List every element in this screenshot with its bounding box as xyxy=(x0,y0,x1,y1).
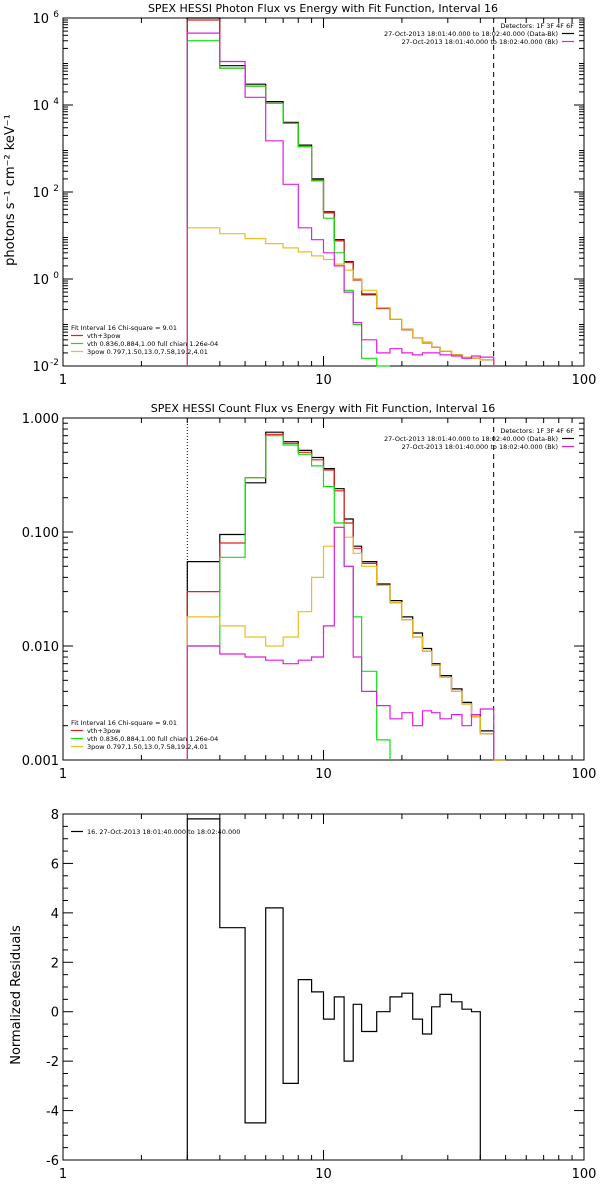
residuals-ylabel: Normalized Residuals xyxy=(9,925,24,1065)
y-tick-label: 2 xyxy=(51,956,59,971)
x-tick-label: 100 xyxy=(572,373,597,388)
legend-left-entry: vth 0.836,0.884,1.00 full chian 1.26e-04 xyxy=(87,340,218,348)
photon-flux-title: SPEX HESSI Photon Flux vs Energy with Fi… xyxy=(148,2,498,15)
count-flux-plot: 1 10 100 0.001 0.010 0.100 1.000 Detectors: 1F … xyxy=(22,412,597,782)
residuals-plot: 1 10 100 -6 -4 -2 0 2 4 6 8 16. 27-Oct-2013 18:01:4… xyxy=(46,808,596,1182)
count-flux-panel: SPEX HESSI Count Flux vs Energy with Fit… xyxy=(22,402,597,782)
x-tick-label: 10 xyxy=(315,767,332,782)
x-tick-label: 10 xyxy=(315,1167,332,1182)
y-tick-label: 4 xyxy=(51,907,59,922)
legend-left-header: Fit Interval 16 Chi-square = 9.01 xyxy=(71,719,177,727)
y-tick-label: 10 xyxy=(32,99,49,114)
legend-left-entry: vth+3pow xyxy=(87,727,121,735)
legend-right-entry: 27-Oct-2013 18:01:40.000 to 18:02:40.000… xyxy=(402,38,558,46)
legend-left-entry: 3pow 0.797,1.50,13.0,7.58,19.2,4.01 xyxy=(87,743,208,751)
x-tick-label: 100 xyxy=(572,767,597,782)
series-3-histogram xyxy=(186,227,495,366)
y-tick-label: 1.000 xyxy=(22,412,59,427)
series-3-histogram xyxy=(186,526,506,761)
residuals-panel: Normalized Residuals 1 10 100 -6 -4 -2 0 2 4 6 8 16… xyxy=(9,808,596,1182)
photon-flux-ylabel: photons s⁻¹ cm⁻² keV⁻¹ xyxy=(3,114,18,266)
x-tick-label: 1 xyxy=(59,1167,67,1182)
x-tick-label: 1 xyxy=(59,373,67,388)
series-0-histogram xyxy=(186,431,506,761)
y-tick-exponent: 2 xyxy=(53,184,59,194)
x-tick-label: 100 xyxy=(572,1167,597,1182)
y-tick-label: 0.100 xyxy=(22,526,59,541)
y-tick-label: 8 xyxy=(51,808,59,823)
y-tick-label: -4 xyxy=(46,1105,59,1120)
y-tick-label: 10 xyxy=(32,273,49,288)
legend-left-entry: vth+3pow xyxy=(87,332,121,340)
y-tick-label: -6 xyxy=(46,1154,59,1169)
y-tick-label: 0.010 xyxy=(22,640,59,655)
legend-right-entry: 27-Oct-2013 18:01:40.000 to 18:02:40.000… xyxy=(402,443,558,451)
series-4-histogram xyxy=(186,526,495,760)
y-tick-exponent: 6 xyxy=(53,10,59,20)
legend-left-entry: 16. 27-Oct-2013 18:01:40.000 to 18:02:40… xyxy=(87,828,240,836)
legend-left-header: Fit Interval 16 Chi-square = 9.01 xyxy=(71,324,177,332)
count-flux-title: SPEX HESSI Count Flux vs Energy with Fit… xyxy=(151,402,495,415)
legend-right-entry: 27-Oct-2013 18:01:40.000 to 18:02:40.000… xyxy=(384,30,558,38)
legend-left-entry: 3pow 0.797,1.50,13.0,7.58,19.2,4.01 xyxy=(87,348,208,356)
photon-flux-panel: SPEX HESSI Photon Flux vs Energy with Fi… xyxy=(3,2,596,388)
y-tick-exponent: 0 xyxy=(53,271,59,281)
legend-left-entry: vth 0.836,0.884,1.00 full chian 1.26e-04 xyxy=(87,735,218,743)
legend-right-entry: 27-Oct-2013 18:01:40.000 to 18:02:40.000… xyxy=(384,435,558,443)
y-tick-label: 10 xyxy=(32,12,49,27)
x-tick-label: 10 xyxy=(315,373,332,388)
y-tick-label: -2 xyxy=(46,1055,59,1070)
series-2-histogram xyxy=(186,435,391,760)
y-tick-label: 0 xyxy=(51,1006,59,1021)
series-4-histogram xyxy=(186,32,495,366)
y-tick-label: 10 xyxy=(32,186,49,201)
x-tick-label: 1 xyxy=(59,767,67,782)
series-0-histogram xyxy=(186,818,481,1160)
y-tick-exponent: -2 xyxy=(50,358,59,368)
legend-right-header: Detectors: 1F 3F 4F 6F xyxy=(500,427,574,435)
y-tick-exponent: 4 xyxy=(53,97,59,107)
y-tick-label: 0.001 xyxy=(22,754,59,769)
y-tick-label: 6 xyxy=(51,857,59,872)
y-tick-label: 10 xyxy=(32,360,49,375)
legend-right-header: Detectors: 1F 3F 4F 6F xyxy=(500,22,574,30)
